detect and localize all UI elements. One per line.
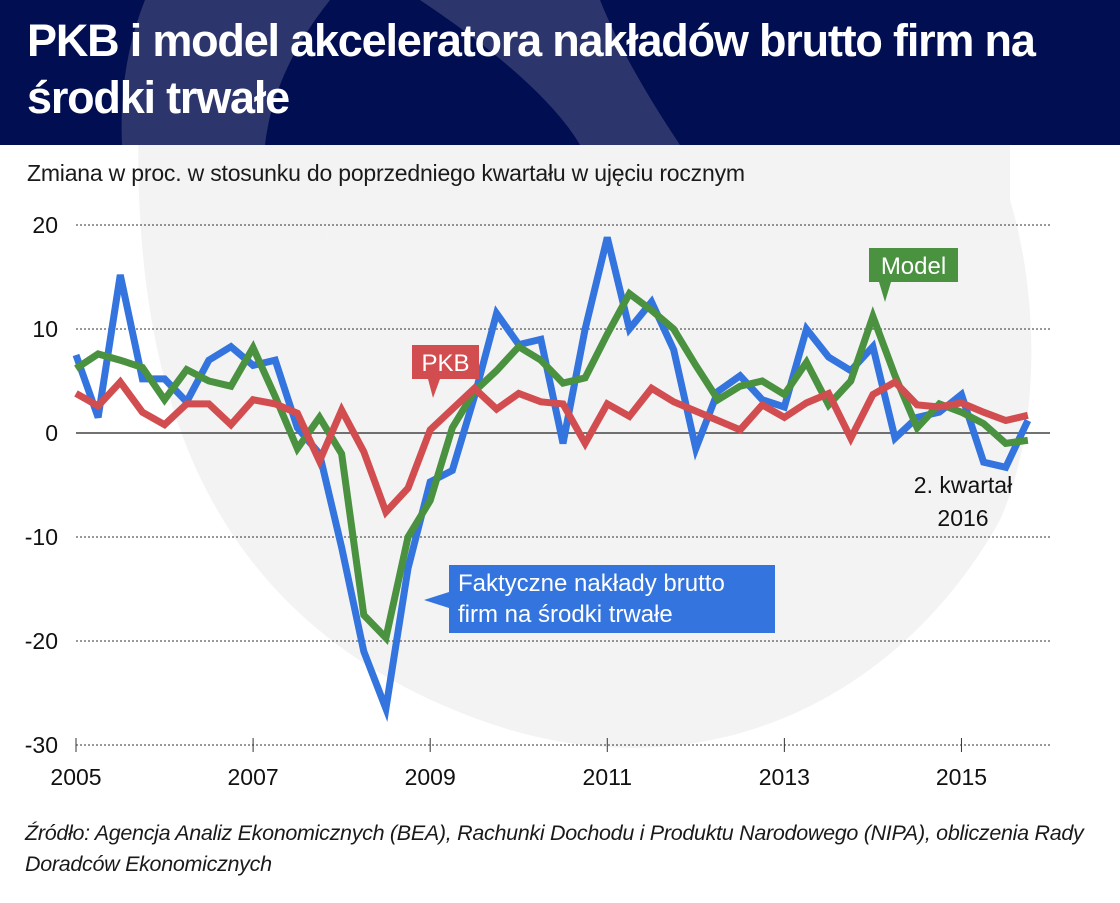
grid xyxy=(76,224,1050,746)
x-tick-label: 2011 xyxy=(583,764,632,790)
callout-label-model: Model xyxy=(881,253,946,280)
chart-subtitle: Zmiana w proc. w stosunku do poprzednieg… xyxy=(27,160,745,186)
x-tick-label: 2015 xyxy=(936,764,987,790)
callout-label-pkb: PKB xyxy=(421,350,469,377)
annotation-text: 2016 xyxy=(937,505,988,531)
header-watermark xyxy=(121,0,680,145)
callout-box xyxy=(412,345,479,379)
y-tick-label: -10 xyxy=(25,524,58,550)
callout-box xyxy=(869,248,958,282)
x-axis: 2005 2007 2009 2011 2013 2015 xyxy=(50,738,987,790)
series-line-model xyxy=(74,288,1029,646)
page-title: PKB i model akceleratora nakładów brutto… xyxy=(27,15,1036,123)
y-tick-label: -30 xyxy=(25,732,58,758)
series-line-gdp xyxy=(74,376,1029,519)
y-tick-label: 10 xyxy=(32,316,58,342)
y-tick-label: 20 xyxy=(32,212,58,238)
header-banner: PKB i model akceleratora nakładów brutto… xyxy=(0,0,1120,145)
callout-pointer xyxy=(879,282,891,302)
annotation-text: 2. kwartał xyxy=(914,472,1012,498)
x-tick-label: 2009 xyxy=(405,764,456,790)
callout-label-actual-line: Faktyczne nakłady brutto xyxy=(458,570,725,597)
y-tick-label: 0 xyxy=(45,420,58,446)
callout-actual: Faktyczne nakłady brutto firm na środki t… xyxy=(424,565,775,633)
callout-pkb: PKB xyxy=(412,345,479,398)
annotation: 2. kwartał 2016 xyxy=(914,472,1012,531)
series-lines xyxy=(72,236,1032,722)
y-tick-label: -20 xyxy=(25,628,58,654)
series-line-actual xyxy=(72,236,1032,722)
y-axis: 20 10 0 -10 -20 -30 xyxy=(25,212,58,758)
callout-pointer xyxy=(424,592,449,608)
x-tick-label: 2007 xyxy=(228,764,279,790)
x-tick-label: 2005 xyxy=(50,764,101,790)
callout-pointer xyxy=(428,379,440,398)
source-note: Źródło: Agencja Analiz Ekonomicznych (BE… xyxy=(25,821,1084,876)
callout-model: Model xyxy=(869,248,958,302)
callouts: PKB Model Faktyczne nakłady brutto firm na … xyxy=(412,248,958,633)
callout-box xyxy=(449,565,775,633)
callout-label-actual-line: firm na środki trwałe xyxy=(458,601,673,628)
x-tick-label: 2013 xyxy=(759,764,810,790)
